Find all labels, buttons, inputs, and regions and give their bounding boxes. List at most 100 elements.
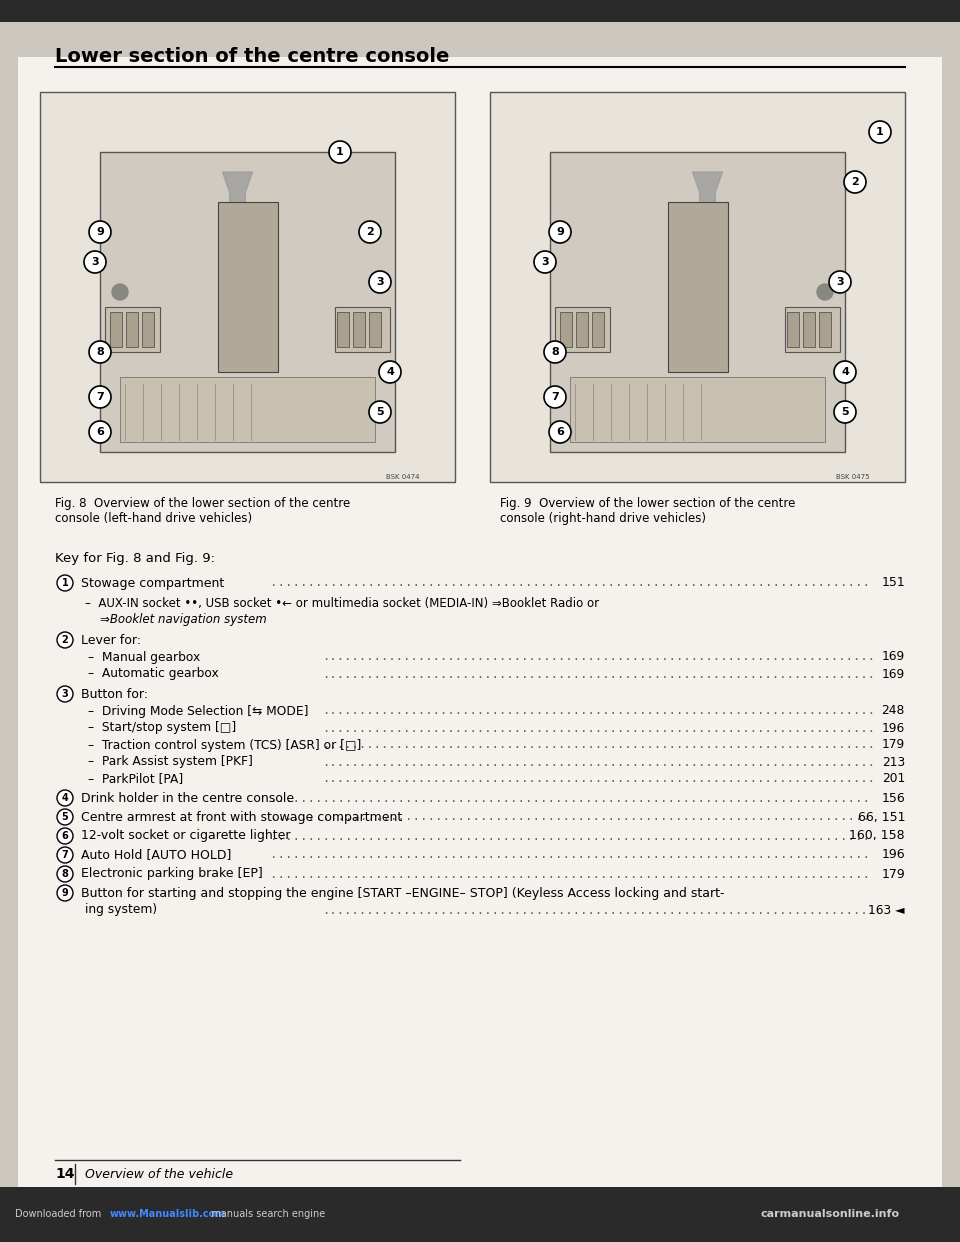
Bar [570,378,825,442]
Text: ................................................................................: ........................................… [270,576,870,590]
Polygon shape [223,171,252,292]
Circle shape [57,866,73,882]
Circle shape [834,401,856,424]
Text: Electronic parking brake [EP]: Electronic parking brake [EP] [81,867,263,881]
Text: 6: 6 [96,427,104,437]
Text: Fig. 9  Overview of the lower section of the centre
console (right-hand drive ve: Fig. 9 Overview of the lower section of … [500,497,796,525]
Text: 5: 5 [376,407,384,417]
Text: Overview of the vehicle: Overview of the vehicle [85,1167,233,1180]
Text: www.Manualslib.com: www.Manualslib.com [110,1208,227,1218]
Text: 8: 8 [61,869,68,879]
Text: 1: 1 [336,147,344,156]
Text: Key for Fig. 8 and Fig. 9:: Key for Fig. 8 and Fig. 9: [55,551,215,565]
Bar [490,92,905,482]
Bar [785,307,840,351]
Text: 163 ◄: 163 ◄ [869,903,905,917]
Bar [218,202,277,373]
Circle shape [57,828,73,845]
Bar [120,378,375,442]
Text: 169: 169 [881,667,905,681]
Bar [576,312,588,347]
Circle shape [89,221,111,243]
Text: Button for starting and stopping the engine [START –ENGINE– STOP] (Keyless Acces: Button for starting and stopping the eng… [81,887,725,899]
Text: ................................................................................: ........................................… [270,848,870,862]
Bar [667,202,728,373]
Circle shape [57,632,73,648]
Text: –  Manual gearbox: – Manual gearbox [88,651,201,663]
Circle shape [379,361,401,383]
Circle shape [869,120,891,143]
Text: –  Driving Mode Selection [⇆ MODE]: – Driving Mode Selection [⇆ MODE] [88,704,308,718]
Text: 1: 1 [876,127,884,137]
Text: –  AUX-IN socket ••, USB socket •← or multimedia socket (MEDIA-IN) ⇒Booklet Radi: – AUX-IN socket ••, USB socket •← or mul… [85,596,599,610]
Text: 9: 9 [61,888,68,898]
Circle shape [359,221,381,243]
Text: 4: 4 [61,792,68,804]
Text: 3: 3 [836,277,844,287]
Text: 196: 196 [881,722,905,734]
Text: 9: 9 [556,227,564,237]
Text: ...........................................................................: ........................................… [322,773,875,785]
Bar [555,307,610,351]
Circle shape [57,847,73,863]
Text: 8: 8 [96,347,104,356]
Text: ................................................................................: ........................................… [270,830,870,842]
Text: 3: 3 [376,277,384,287]
Text: 5: 5 [841,407,849,417]
Circle shape [89,386,111,409]
Text: 7: 7 [551,392,559,402]
Text: ...........................................................................: ........................................… [322,903,875,917]
Circle shape [57,886,73,900]
Bar [105,307,160,351]
Text: 6: 6 [556,427,564,437]
Circle shape [544,386,566,409]
Circle shape [844,171,866,193]
Circle shape [89,342,111,363]
Bar [0,1187,960,1242]
Bar [100,152,395,452]
Circle shape [369,271,391,293]
Circle shape [829,271,851,293]
Text: 201: 201 [881,773,905,785]
Text: 7: 7 [61,850,68,859]
Text: Downloaded from: Downloaded from [15,1208,105,1218]
Text: 2: 2 [852,178,859,188]
Text: 5: 5 [61,812,68,822]
Bar [803,312,815,347]
Circle shape [57,809,73,825]
Text: Auto Hold [AUTO HOLD]: Auto Hold [AUTO HOLD] [81,848,231,862]
Text: 6: 6 [61,831,68,841]
Bar [110,312,122,347]
Text: ing system): ing system) [85,903,157,917]
Text: 8: 8 [551,347,559,356]
Bar [335,307,390,351]
Circle shape [112,284,128,301]
Bar [787,312,799,347]
Text: 2: 2 [366,227,373,237]
Text: manuals search engine: manuals search engine [205,1208,325,1218]
Text: 3: 3 [541,257,549,267]
Text: 66, 151: 66, 151 [857,811,905,823]
Text: 156: 156 [881,791,905,805]
Text: 179: 179 [881,867,905,881]
Circle shape [544,342,566,363]
Text: Lever for:: Lever for: [81,633,141,647]
Bar [353,312,365,347]
Text: 12-volt socket or cigarette lighter: 12-volt socket or cigarette lighter [81,830,291,842]
Text: 2: 2 [61,635,68,645]
Polygon shape [692,171,723,292]
Circle shape [549,421,571,443]
Circle shape [817,284,833,301]
Text: Centre armrest at front with stowage compartment: Centre armrest at front with stowage com… [81,811,402,823]
Text: 7: 7 [96,392,104,402]
Bar [560,312,572,347]
Text: 151: 151 [881,576,905,590]
Text: ................................................................................: ........................................… [270,791,870,805]
Text: –  Start/stop system [□]: – Start/stop system [□] [88,722,236,734]
Text: –  Park Assist system [PKF]: – Park Assist system [PKF] [88,755,252,769]
Circle shape [57,686,73,702]
Bar [550,152,845,452]
Text: –  Automatic gearbox: – Automatic gearbox [88,667,219,681]
Circle shape [369,401,391,424]
Text: ...........................................................................: ........................................… [322,739,875,751]
